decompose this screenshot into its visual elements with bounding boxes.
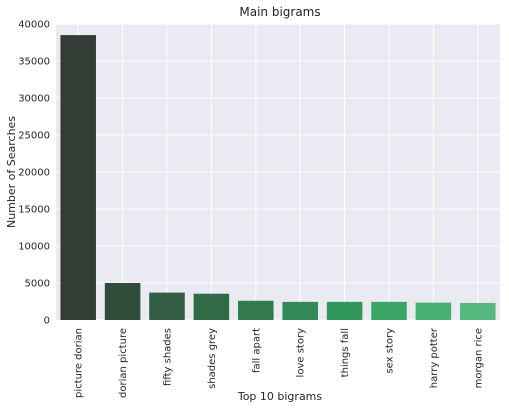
y-tick-label: 35000	[18, 57, 50, 68]
x-axis-label: Top 10 bigrams	[237, 390, 323, 403]
x-tick-labels: picture dorian dorian picture fifty shades…	[74, 327, 485, 398]
bar-love-story	[282, 301, 318, 320]
bar-harry-potter	[415, 302, 452, 320]
bar-morgan-rice	[460, 302, 496, 320]
x-tick-label: fifty shades	[163, 328, 174, 386]
bar-picture-dorian	[60, 35, 96, 320]
y-tick-label: 30000	[18, 94, 50, 105]
y-axis-label: Number of Searches	[5, 116, 18, 228]
x-tick-label: picture dorian	[74, 328, 85, 398]
bars	[60, 35, 496, 320]
y-tick-label: 25000	[18, 131, 50, 142]
bar-shades-grey	[193, 293, 230, 320]
x-tick-label: sex story	[385, 328, 396, 374]
y-tick-label: 15000	[18, 205, 50, 216]
x-tick-label: harry potter	[429, 327, 440, 388]
x-tick-label: fall apart	[251, 328, 262, 373]
bar-things-fall	[326, 301, 363, 320]
y-tick-label: 20000	[18, 168, 50, 179]
x-tick-label: shades grey	[207, 328, 218, 389]
x-tick-label: morgan rice	[473, 328, 484, 388]
y-tick-labels: 0 5000 10000 15000 20000 25000 30000 35000 40000	[18, 20, 50, 327]
y-tick-label: 0	[44, 316, 50, 327]
y-tick-label: 10000	[18, 242, 50, 253]
x-tick-label: dorian picture	[118, 328, 129, 398]
x-tick-label: things fall	[340, 328, 351, 377]
bar-dorian-picture	[104, 283, 141, 320]
bar-sex-story	[371, 301, 407, 320]
chart-title: Main bigrams	[239, 5, 320, 19]
x-tick-label: love story	[296, 328, 307, 378]
bar-fall-apart	[238, 300, 274, 320]
bar-fifty-shades	[149, 292, 185, 320]
y-tick-label: 40000	[18, 20, 50, 31]
y-tick-label: 5000	[25, 279, 50, 290]
